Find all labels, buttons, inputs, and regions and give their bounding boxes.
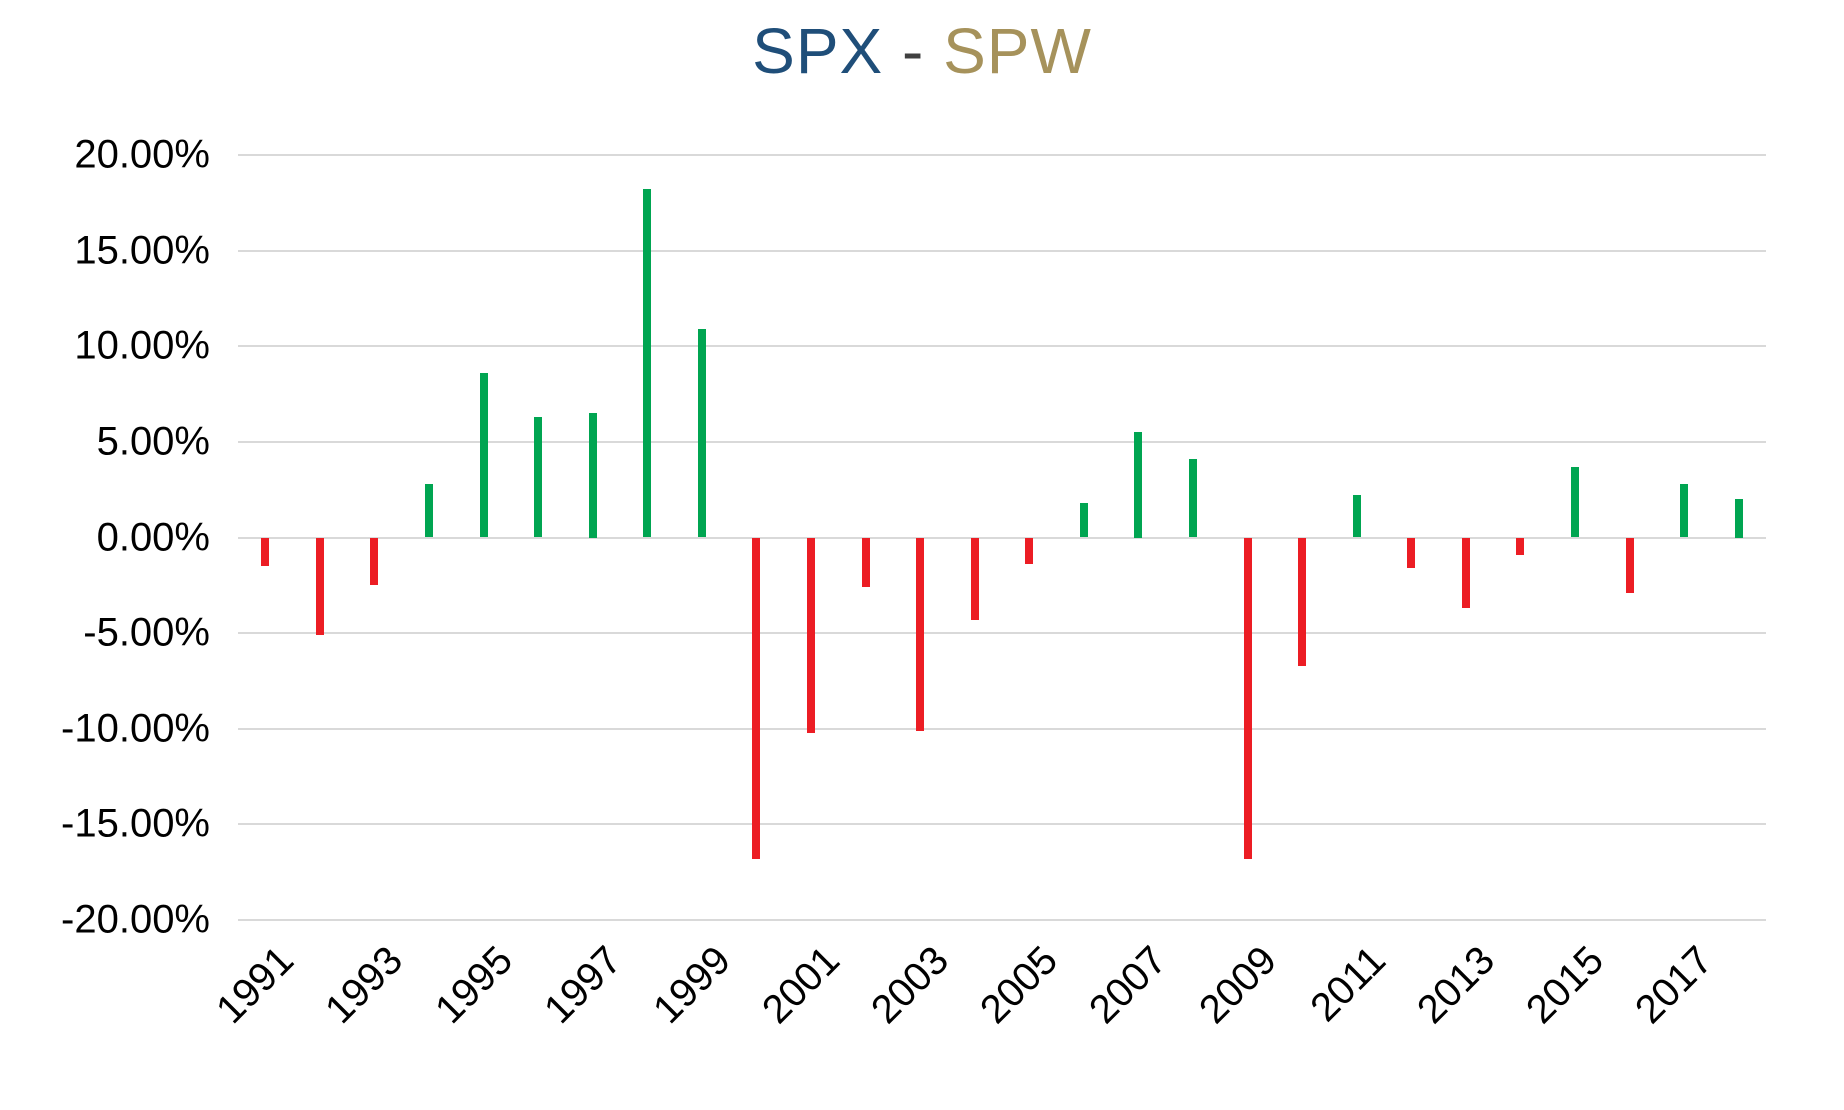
y-axis-tick-label: -10.00%	[61, 706, 210, 751]
gridline	[238, 823, 1766, 826]
bar-2012	[1407, 537, 1416, 569]
x-axis-tick-label: 2013	[1408, 938, 1503, 1033]
gridline	[238, 345, 1766, 348]
bar-1995	[479, 373, 488, 538]
gridline	[238, 919, 1766, 921]
bar-2001	[807, 537, 815, 733]
x-axis-tick-label: 1995	[426, 938, 521, 1033]
bar-2011	[1352, 495, 1361, 538]
y-axis-tick-label: 20.00%	[74, 132, 210, 177]
bar-2005	[1025, 537, 1034, 565]
chart-title-spw: SPW	[943, 15, 1092, 87]
bar-2010	[1298, 537, 1307, 666]
x-axis-tick-label: 1999	[644, 938, 739, 1033]
bar-1994	[425, 483, 433, 538]
bar-2015	[1571, 466, 1579, 538]
bar-1992	[315, 537, 324, 636]
x-axis-tick-label: 2005	[972, 938, 1067, 1033]
bar-2014	[1516, 537, 1525, 555]
gridline	[238, 440, 1766, 443]
y-axis-tick-label: -5.00%	[83, 610, 210, 655]
bar-1993	[370, 537, 379, 586]
bar-2006	[1079, 503, 1088, 538]
gridline	[238, 632, 1766, 635]
bar-2004	[970, 537, 979, 620]
bar-2000	[752, 537, 761, 859]
bar-1991	[261, 537, 270, 567]
bar-1998	[643, 189, 652, 538]
bar-2007	[1134, 432, 1143, 538]
y-axis-tick-label: 5.00%	[96, 419, 210, 464]
plot-area	[238, 154, 1766, 921]
y-axis-tick-label: 15.00%	[74, 228, 210, 273]
y-axis-tick-label: 0.00%	[96, 515, 210, 559]
x-axis-tick-label: 2007	[1081, 938, 1176, 1033]
bar-1996	[534, 417, 543, 538]
bar-2002	[861, 537, 870, 588]
x-axis-tick-label: 1993	[317, 938, 412, 1033]
bar-2017	[1680, 483, 1689, 538]
y-axis-tick-label: -20.00%	[61, 897, 210, 942]
x-axis-tick-label: 1997	[535, 938, 630, 1033]
gridline	[238, 727, 1766, 730]
y-axis-tick-label: 10.00%	[74, 323, 210, 368]
x-axis-tick-label: 1991	[208, 938, 303, 1033]
y-axis: 20.00% 15.00% 10.00% 5.00% 0.00% -5.00% -10.00…	[0, 133, 210, 942]
x-axis-tick-label: 2017	[1627, 938, 1722, 1033]
x-axis-tick-label: 2003	[863, 938, 958, 1033]
bar-2008	[1189, 459, 1197, 538]
x-axis-tick-label: 2015	[1518, 938, 1613, 1033]
chart-title-separator: -	[883, 15, 944, 87]
x-axis: 1991 1993 1995 1997 1999 2001 2003 2005 2007 2009…	[208, 928, 1766, 1108]
chart-title-spx: SPX	[752, 15, 884, 87]
bar-2003	[916, 537, 925, 731]
x-axis-tick-label: 2011	[1301, 938, 1394, 1030]
y-axis-tick-label: -15.00%	[61, 801, 210, 846]
bar-2018	[1734, 499, 1743, 538]
gridline	[238, 154, 1766, 156]
chart-title: SPX - SPW	[0, 14, 1844, 88]
bar-1997	[588, 413, 597, 538]
gridline	[238, 249, 1766, 252]
bar-2009	[1243, 537, 1252, 859]
bar-2013	[1461, 537, 1470, 609]
gridline	[238, 536, 1766, 539]
bar-1999	[697, 329, 706, 538]
x-axis-tick-label: 2009	[1190, 938, 1285, 1033]
bar-2016	[1625, 537, 1634, 593]
x-axis-tick-label: 2001	[754, 938, 849, 1033]
